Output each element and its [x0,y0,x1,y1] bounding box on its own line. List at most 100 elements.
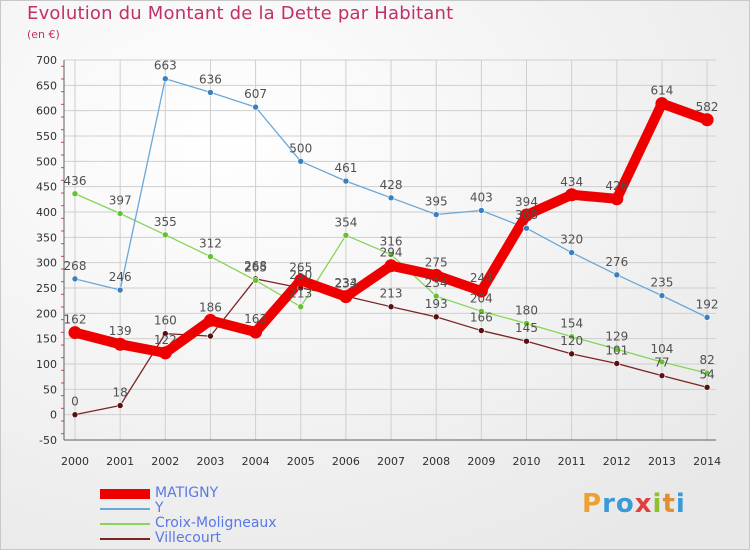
data-label: 394 [515,195,538,209]
data-label: 276 [605,255,628,269]
logo-letter: i [652,489,663,519]
data-label: 268 [244,259,267,273]
data-label: 160 [154,314,177,328]
data-label: 122 [154,333,177,347]
x-tick-label: 2004 [242,455,270,468]
data-point [116,210,124,217]
data-point [68,326,82,340]
data-label: 426 [605,179,628,193]
y-tick-label: 150 [36,333,57,346]
data-label: 268 [64,259,87,273]
data-point [203,313,217,327]
data-point [703,384,711,391]
data-label: 614 [650,84,673,98]
y-tick-label: 200 [36,307,57,320]
x-tick-label: 2007 [377,455,405,468]
data-label: 244 [470,271,493,285]
logo-letter: t [662,489,676,519]
data-label: 294 [380,246,403,260]
data-point [429,268,443,282]
legend-swatch [100,523,150,525]
x-tick-label: 2005 [287,455,315,468]
data-label: 166 [470,311,493,325]
data-label: 163 [244,312,267,326]
data-label: 234 [425,276,448,290]
data-point [613,360,621,367]
data-label: 368 [515,208,538,222]
data-label: 403 [470,190,493,204]
data-label: 82 [699,353,714,367]
data-point [432,313,440,321]
x-tick-label: 2009 [467,455,495,468]
logo-letter: r [602,489,616,519]
data-label: 316 [380,235,403,249]
data-point [252,103,259,111]
data-point [162,330,169,337]
data-label: 500 [289,141,312,155]
data-label: 101 [605,343,628,357]
x-tick-label: 2011 [558,455,586,468]
y-tick-label: 500 [36,155,57,168]
data-point [613,271,621,279]
y-tick-label: 450 [36,181,57,194]
data-label: 154 [560,317,583,331]
data-label: 397 [109,194,132,208]
data-label: 265 [244,260,267,274]
data-point [432,211,440,218]
legend-swatch [100,538,150,540]
data-label: 250 [289,268,312,282]
data-label: 104 [650,342,673,356]
data-point [655,97,669,111]
data-label: 186 [199,300,222,314]
y-tick-label: 300 [36,257,57,270]
data-label: 265 [289,260,312,274]
data-point [478,308,485,315]
data-label: 234 [334,276,357,290]
legend-label: Y [155,500,164,516]
data-point [568,350,575,358]
data-label: 213 [380,287,403,301]
y-tick-label: 100 [36,358,57,371]
x-tick-label: 2000 [61,455,89,468]
data-point [658,358,666,366]
logo-letter: i [675,489,686,519]
data-point [523,337,530,345]
data-point [116,402,124,409]
x-tick-label: 2006 [332,455,360,468]
x-tick-label: 2008 [422,455,450,468]
data-point [294,273,308,287]
y-tick-label: 250 [36,282,57,295]
chart-subtitle: (en €) [27,28,60,41]
x-tick-label: 2012 [603,455,631,468]
data-label: 180 [515,303,538,317]
chart-title: Evolution du Montant de la Dette par Hab… [27,3,454,24]
data-label: 395 [425,195,448,209]
data-label: 139 [109,324,132,338]
data-label: 636 [199,72,222,86]
data-label: 607 [244,87,267,101]
data-point [568,333,575,340]
y-tick-label: 700 [36,54,57,67]
data-point [700,113,714,127]
data-label: 213 [289,287,312,301]
data-point [613,346,621,353]
data-point [610,192,624,206]
data-label: 193 [425,297,448,311]
legend-swatch [100,508,150,510]
legend-label: Villecourt [155,530,221,546]
data-label: 162 [64,313,87,327]
legend-label: MATIGNY [155,485,219,501]
data-point [658,292,666,299]
x-tick-label: 2010 [513,455,541,468]
data-point [113,337,127,351]
y-tick-label: 600 [36,105,57,118]
data-point [568,249,575,256]
data-label: 461 [334,161,357,175]
y-tick-label: 350 [36,231,57,244]
data-point [387,194,395,202]
data-label: 320 [560,233,583,247]
data-label: 0 [71,395,79,409]
data-point [162,231,169,239]
data-point [703,369,711,377]
data-point [342,177,350,185]
